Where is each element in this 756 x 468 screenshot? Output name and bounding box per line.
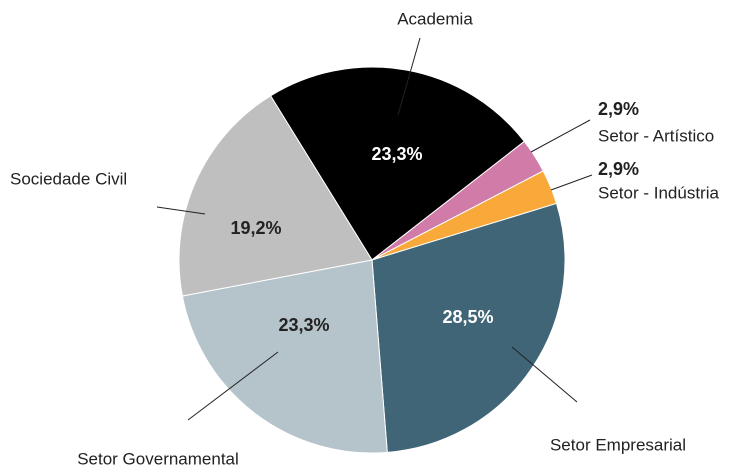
- slice-name: Sociedade Civil: [10, 169, 127, 188]
- slice-name: Setor - Indústria: [598, 183, 719, 202]
- data-label: 19,2%: [230, 218, 281, 238]
- pie-slice: [269, 66, 525, 261]
- pie-slice: [371, 202, 566, 453]
- pie-slice: [178, 95, 373, 297]
- data-label: 28,5%: [442, 307, 493, 327]
- data-label: 23,3%: [371, 144, 422, 164]
- leader-line: [187, 351, 279, 421]
- leader-line: [397, 37, 421, 116]
- slice-name: Setor Empresarial: [550, 435, 686, 454]
- pie-slice: [181, 259, 388, 454]
- leader-line: [511, 346, 578, 403]
- leader-line: [530, 119, 591, 153]
- slice-name: Academia: [397, 9, 473, 28]
- slice-name: Setor Governamental: [77, 449, 239, 468]
- data-label: 23,3%: [278, 315, 329, 335]
- data-label: 2,9%: [598, 99, 639, 119]
- data-label: 2,9%: [598, 159, 639, 179]
- leader-line: [550, 174, 593, 191]
- slice-name: Setor - Artístico: [598, 126, 714, 145]
- leader-line: [156, 206, 206, 215]
